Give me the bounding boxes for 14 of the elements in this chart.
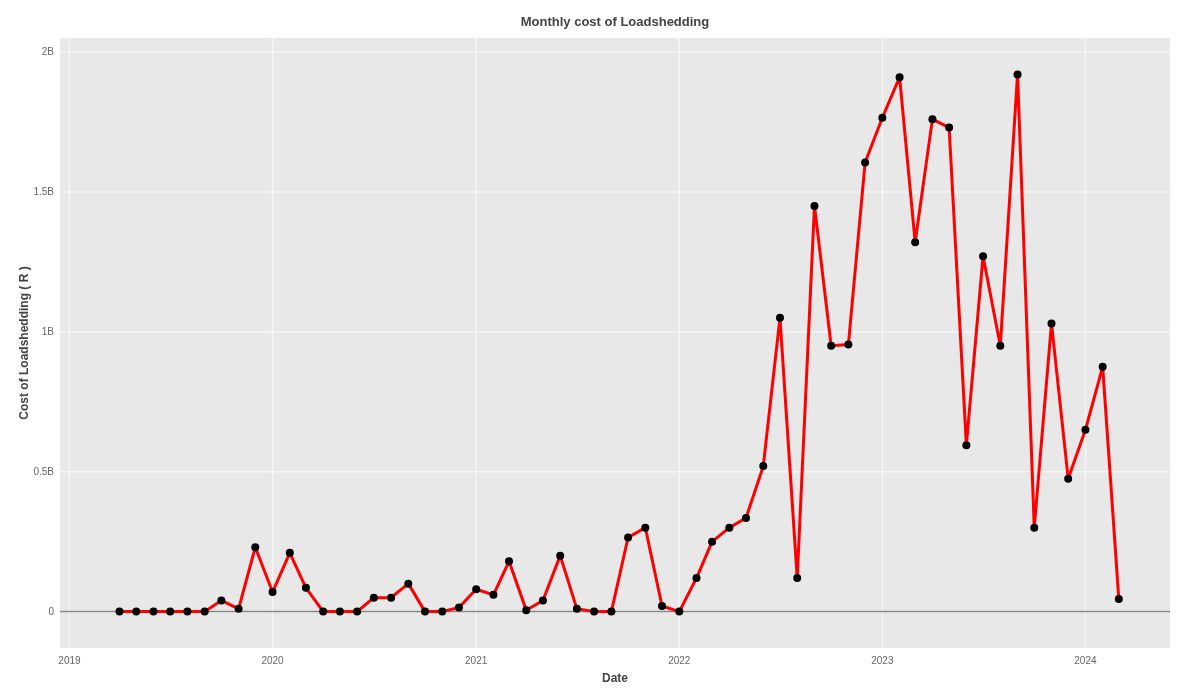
y-tick-label: 2B — [41, 45, 55, 57]
x-tick-label: 2024 — [1074, 655, 1097, 666]
y-tick-label: 1.5B — [33, 185, 55, 197]
x-axis-title: Date — [601, 671, 629, 685]
x-tick-label: 2020 — [261, 655, 285, 666]
chart-title: Monthly cost of Loadshedding — [520, 14, 710, 29]
x-tick-label: 2021 — [465, 655, 488, 666]
y-tick-label: 0.5B — [33, 465, 55, 477]
y-axis-title: Cost of Loadshedding ( R ) — [17, 266, 31, 420]
y-tick-label: 1B — [41, 325, 55, 337]
x-tick-label: 2022 — [668, 655, 691, 666]
x-tick-label: 2023 — [871, 655, 894, 666]
y-tick-label: 0 — [48, 605, 55, 617]
x-tick-label: 2019 — [58, 655, 82, 666]
